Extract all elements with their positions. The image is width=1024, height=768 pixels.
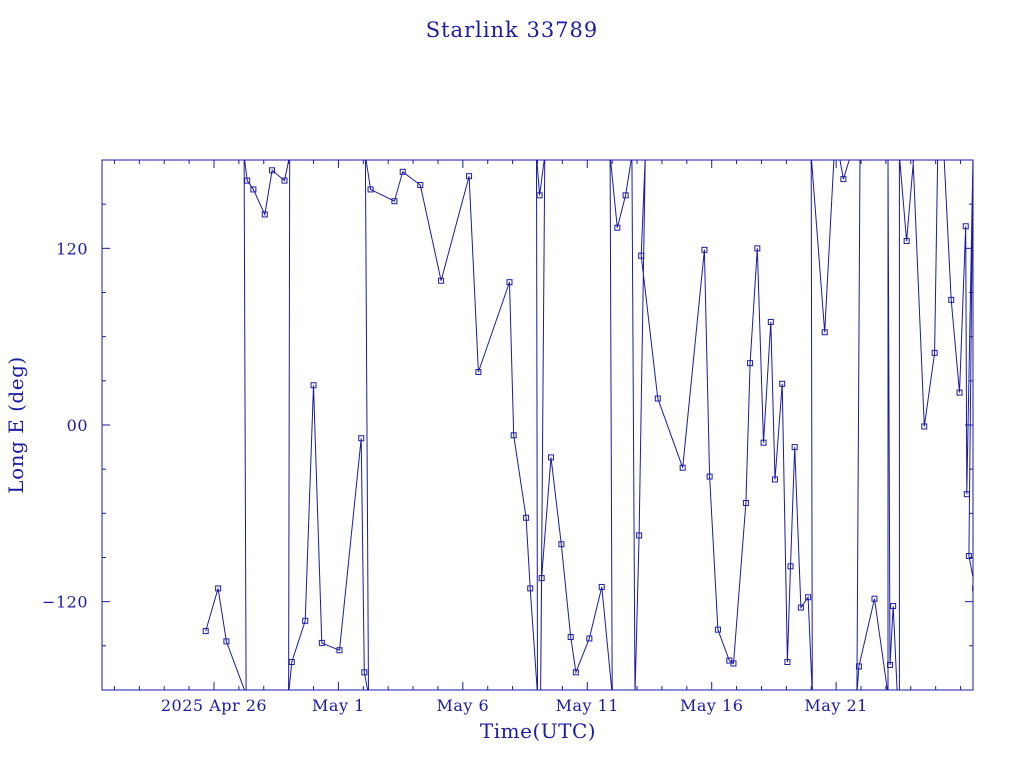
data-point [855,663,862,670]
data-point [963,491,970,498]
data-point [821,329,828,336]
data-point [1011,390,1016,395]
data-point [506,279,513,286]
data-point [598,583,605,590]
y-axis-label: Long E (deg) [4,356,28,493]
data-point [538,575,545,582]
data-point [223,638,230,645]
data-point [250,186,257,193]
data-point [361,669,368,676]
data-point [747,360,754,367]
data-point [336,647,343,654]
data-point [887,661,894,668]
x-tick-label: May 6 [436,696,489,715]
data-point [982,493,987,498]
x-axis-ticks: 2025 Apr 26 May 1 May 6 May 11 May 16 May 21 [113,160,962,715]
data-point [202,628,209,635]
data-point [438,277,445,284]
data-point [466,173,473,180]
series-line [205,160,973,690]
data-point [572,669,579,676]
data-point [391,198,398,205]
data-point [931,349,938,356]
data-point [742,500,749,507]
data-point [244,177,251,184]
data-point [638,252,645,259]
series-lines [205,160,973,690]
data-point [962,223,969,230]
data-point [1002,286,1007,291]
data-point [903,237,910,244]
data-point [614,224,621,231]
data-point [302,617,309,624]
data-point [730,660,737,667]
data-point [779,380,786,387]
data-point [805,594,812,601]
data-point [787,563,794,570]
data-point [558,541,565,548]
x-tick-label: May 1 [312,696,365,715]
data-point [536,192,543,199]
data-point [622,192,629,199]
data-point [1017,213,1022,218]
data-point [261,211,268,218]
data-point [269,167,276,174]
data-point [654,395,661,402]
data-point [636,532,643,539]
y-axis-ticks: −120 00 120 [42,203,973,647]
data-point [956,389,963,396]
x-tick-label: 2025 Apr 26 [161,696,267,715]
data-point [215,585,222,592]
data-point [701,246,708,253]
data-point [767,318,774,325]
data-point [523,514,530,521]
y-tick-label: −120 [42,593,88,612]
data-point [547,454,554,461]
data-point [367,186,374,193]
series-points [202,167,1022,676]
y-tick-label: 00 [67,416,88,435]
data-point [417,182,424,189]
chart-title: Starlink 33789 [426,18,599,42]
data-point [997,420,1002,425]
data-point [475,369,482,375]
data-point [586,635,593,642]
data-point [840,176,847,183]
data-point [714,626,721,633]
x-axis-label: Time(UTC) [480,719,596,743]
data-point [706,473,713,480]
data-point [527,585,534,592]
x-tick-label: May 11 [556,696,619,715]
data-point [871,595,878,602]
data-point [771,476,778,483]
data-point [965,553,972,560]
data-point [760,439,767,446]
data-point [754,245,761,252]
x-tick-label: May 16 [680,696,743,715]
data-point [567,634,574,640]
data-point [679,464,686,471]
data-point [510,432,517,439]
x-tick-label: May 21 [804,696,867,715]
data-point [399,168,406,175]
data-point [784,659,791,666]
data-point [972,585,973,592]
data-point [921,423,928,430]
data-point [791,444,798,451]
data-point [318,639,325,646]
data-point [890,603,897,610]
data-point [797,604,804,611]
data-point [948,296,955,303]
data-point [358,435,365,442]
data-point [310,382,317,389]
data-point [288,659,295,666]
data-point [281,177,288,184]
y-tick-label: 120 [56,239,88,258]
